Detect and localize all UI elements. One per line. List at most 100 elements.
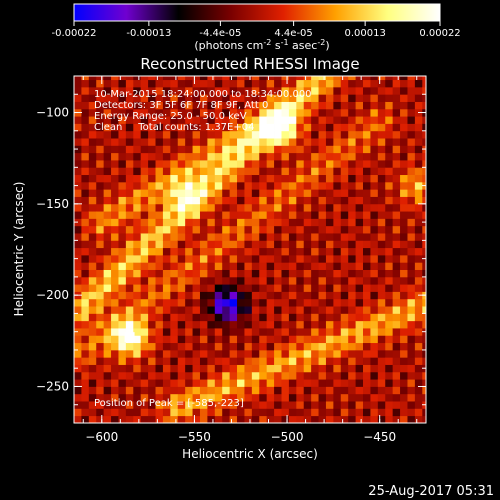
heatmap-cell bbox=[363, 386, 371, 395]
heatmap-cell bbox=[170, 174, 179, 183]
heatmap-cell bbox=[333, 328, 342, 336]
heatmap-cell bbox=[214, 123, 223, 132]
heatmap-cell bbox=[288, 174, 297, 183]
heatmap-cell bbox=[370, 79, 379, 88]
heatmap-cell bbox=[296, 138, 305, 146]
heatmap-cell bbox=[400, 240, 408, 249]
heatmap-cell bbox=[407, 174, 416, 183]
heatmap-cell bbox=[214, 364, 223, 373]
heatmap-cell bbox=[303, 145, 312, 154]
heatmap-cell bbox=[74, 130, 82, 139]
heatmap-cell bbox=[199, 181, 208, 190]
heatmap-cell bbox=[88, 254, 97, 263]
heatmap-cell bbox=[162, 276, 171, 285]
heatmap-cell bbox=[303, 349, 312, 358]
heatmap-cell bbox=[162, 401, 171, 409]
heatmap-cell bbox=[422, 233, 426, 241]
heatmap-cell bbox=[81, 269, 90, 278]
heatmap-cell bbox=[88, 233, 97, 241]
heatmap-cell bbox=[296, 233, 305, 241]
heatmap-cell bbox=[311, 386, 319, 395]
heatmap-cell bbox=[385, 152, 394, 161]
heatmap-cell bbox=[325, 76, 334, 81]
heatmap-cell bbox=[355, 233, 364, 241]
heatmap-cell bbox=[370, 101, 379, 110]
heatmap-cell bbox=[88, 357, 97, 365]
heatmap-cell bbox=[355, 320, 364, 329]
heatmap-cell bbox=[214, 393, 223, 402]
heatmap-cell bbox=[422, 415, 426, 423]
heatmap-cell bbox=[296, 284, 305, 292]
heatmap-cell bbox=[207, 181, 216, 190]
heatmap-cell bbox=[185, 393, 193, 402]
heatmap-cell bbox=[355, 306, 364, 314]
heatmap-cell bbox=[155, 130, 164, 139]
heatmap-cell bbox=[74, 386, 82, 395]
heatmap-cell bbox=[111, 393, 119, 402]
heatmap-cell bbox=[407, 145, 416, 154]
heatmap-cell bbox=[251, 298, 260, 307]
heatmap-cell bbox=[392, 386, 401, 395]
heatmap-cell bbox=[81, 306, 90, 314]
heatmap-cell bbox=[377, 225, 386, 234]
heatmap-cell bbox=[74, 349, 82, 358]
heatmap-cell bbox=[311, 379, 319, 387]
heatmap-cell bbox=[251, 138, 260, 146]
heatmap-cell bbox=[177, 284, 186, 292]
heatmap-cell bbox=[88, 174, 97, 183]
heatmap-cell bbox=[422, 152, 426, 161]
heatmap-cell bbox=[288, 306, 297, 314]
heatmap-cell bbox=[333, 240, 342, 249]
heatmap-cell bbox=[251, 79, 260, 88]
heatmap-cell bbox=[251, 379, 260, 387]
heatmap-cell bbox=[185, 262, 193, 270]
heatmap-cell bbox=[177, 225, 186, 234]
heatmap-cell bbox=[162, 138, 171, 146]
heatmap-cell bbox=[303, 276, 312, 285]
colorbar-ticks: -0.00022 -0.00013 -4.4e-05 4.4e-05 0.00013 0.… bbox=[52, 21, 461, 39]
heatmap-cell bbox=[81, 371, 90, 380]
heatmap-cell bbox=[207, 101, 216, 110]
heatmap-cell bbox=[244, 386, 253, 395]
heatmap-cell bbox=[244, 298, 253, 307]
heatmap-cell bbox=[207, 116, 216, 124]
heatmap-cell bbox=[348, 181, 356, 190]
heatmap-cell bbox=[244, 306, 253, 314]
heatmap-cell bbox=[229, 262, 238, 270]
heatmap-cell bbox=[259, 276, 268, 285]
heatmap-cell bbox=[244, 393, 253, 402]
heatmap-cell bbox=[244, 123, 253, 132]
heatmap-cell bbox=[81, 247, 90, 256]
heatmap-cell bbox=[192, 247, 201, 256]
heatmap-cell bbox=[422, 393, 426, 402]
heatmap-cell bbox=[185, 211, 193, 219]
heatmap-cell bbox=[288, 86, 297, 95]
heatmap-cell bbox=[162, 196, 171, 205]
heatmap-cell bbox=[363, 240, 371, 249]
heatmap-cell bbox=[318, 269, 327, 278]
heatmap-cell bbox=[88, 247, 97, 256]
heatmap-cell bbox=[259, 160, 268, 168]
heatmap-cell bbox=[407, 284, 416, 292]
heatmap-cell bbox=[400, 401, 408, 409]
heatmap-cell bbox=[325, 247, 334, 256]
heatmap-cell bbox=[422, 320, 426, 329]
heatmap-cell bbox=[318, 254, 327, 263]
heatmap-cell bbox=[162, 189, 171, 197]
heatmap-cell bbox=[377, 181, 386, 190]
heatmap-cell bbox=[355, 174, 364, 183]
heatmap-cell bbox=[125, 145, 134, 154]
heatmap-cell bbox=[274, 108, 282, 117]
heatmap-cell bbox=[118, 203, 127, 212]
heatmap-cell bbox=[207, 415, 216, 423]
heatmap-cell bbox=[125, 181, 134, 190]
heatmap-cell bbox=[355, 211, 364, 219]
heatmap-cell bbox=[177, 130, 186, 139]
heatmap-cell bbox=[177, 328, 186, 336]
heatmap-cell bbox=[103, 386, 112, 395]
heatmap-cell bbox=[244, 240, 253, 249]
heatmap-cell bbox=[170, 349, 179, 358]
heatmap-cell bbox=[170, 233, 179, 241]
heatmap-cell bbox=[296, 313, 305, 322]
heatmap-cell bbox=[125, 401, 134, 409]
